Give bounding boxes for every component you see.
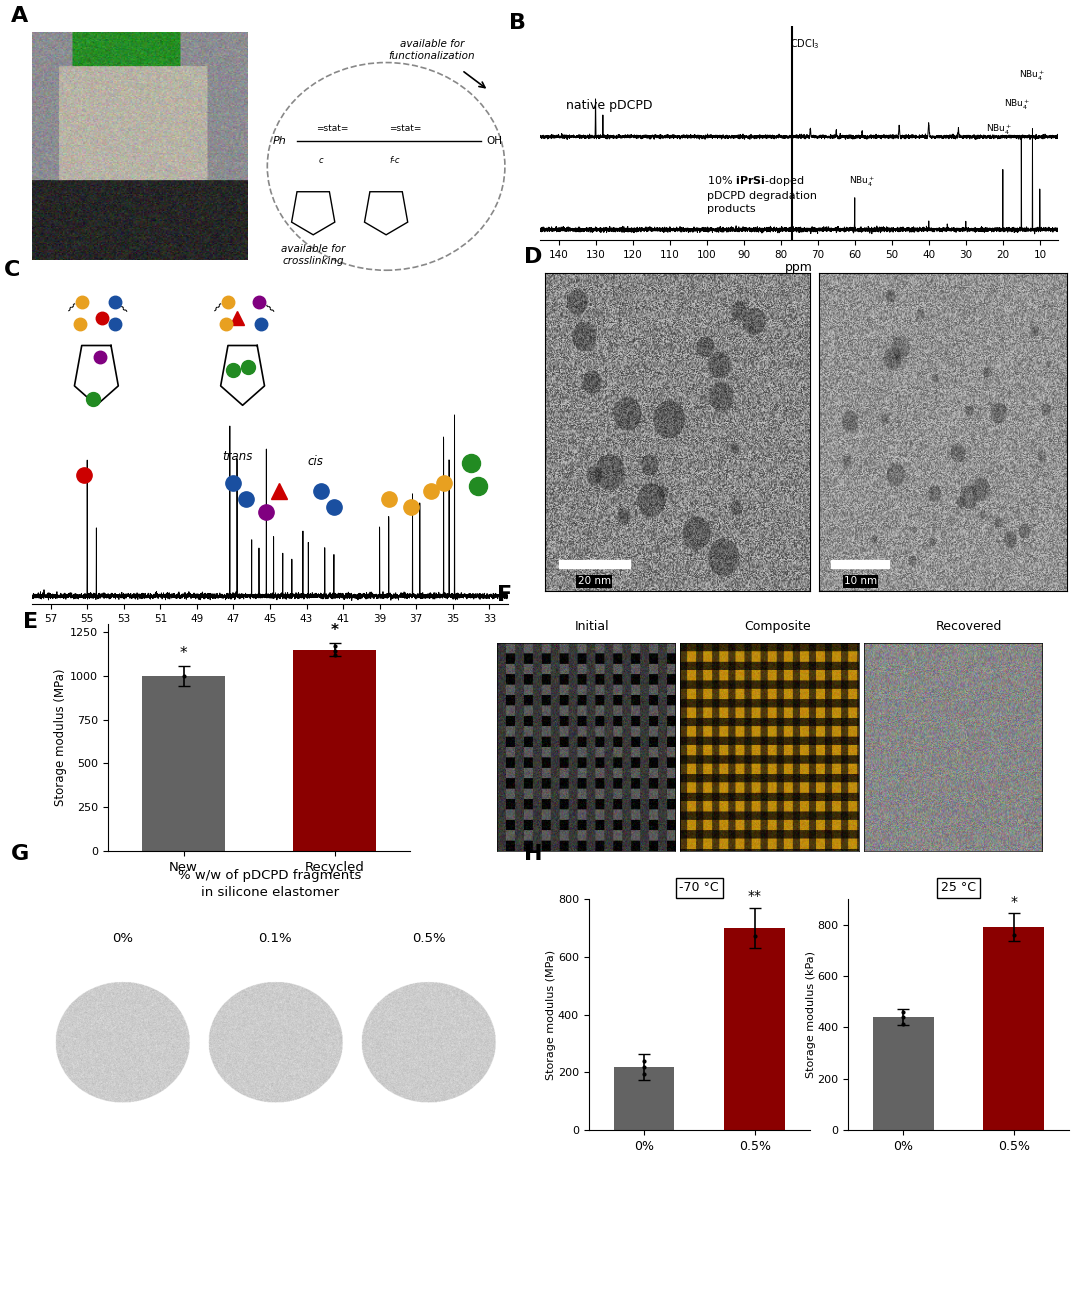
Text: 20 nm: 20 nm bbox=[578, 577, 611, 586]
Text: A: A bbox=[11, 6, 28, 26]
X-axis label: ppm: ppm bbox=[785, 261, 813, 274]
Text: 10 nm: 10 nm bbox=[843, 577, 877, 586]
Text: Composite: Composite bbox=[744, 620, 811, 634]
Text: NBu$_4^+$: NBu$_4^+$ bbox=[1004, 97, 1031, 112]
Text: 10% $\mathbf{iPrSi}$-doped
pDCPD degradation
products: 10% $\mathbf{iPrSi}$-doped pDCPD degrada… bbox=[706, 174, 816, 214]
Text: 0.5%: 0.5% bbox=[411, 931, 445, 946]
Text: Initial: Initial bbox=[575, 620, 609, 634]
Text: available for
crosslinking: available for crosslinking bbox=[281, 244, 346, 266]
Text: H: H bbox=[524, 844, 542, 864]
Text: cis: cis bbox=[308, 456, 324, 469]
Text: D: D bbox=[524, 247, 542, 266]
Text: native pDCPD: native pDCPD bbox=[566, 100, 652, 113]
Text: B: B bbox=[509, 13, 526, 32]
Bar bbox=[984, 927, 1044, 1130]
Text: 7 mm: 7 mm bbox=[257, 1116, 294, 1129]
Y-axis label: Storage modulus (kPa): Storage modulus (kPa) bbox=[806, 951, 815, 1078]
Text: **: ** bbox=[747, 890, 761, 903]
Text: C: C bbox=[4, 260, 21, 279]
Text: NBu$_4^+$: NBu$_4^+$ bbox=[1020, 69, 1045, 83]
Text: 25 °C: 25 °C bbox=[941, 881, 976, 894]
Bar bbox=[559, 560, 630, 568]
Text: available for
functionalization: available for functionalization bbox=[389, 39, 475, 61]
Text: 0%: 0% bbox=[111, 931, 133, 946]
Text: NBu$_4^+$: NBu$_4^+$ bbox=[849, 174, 876, 188]
Text: CDCl$_3$: CDCl$_3$ bbox=[789, 38, 820, 51]
Text: ⌇: ⌇ bbox=[208, 301, 221, 316]
Y-axis label: Storage modulus (MPa): Storage modulus (MPa) bbox=[54, 669, 67, 805]
Text: Recovered: Recovered bbox=[935, 620, 1002, 634]
Text: ⌇: ⌇ bbox=[264, 301, 276, 316]
Text: OH: OH bbox=[486, 136, 502, 145]
Text: *: * bbox=[330, 622, 339, 638]
Bar bbox=[873, 1017, 933, 1130]
Text: trans: trans bbox=[221, 451, 253, 464]
Bar bbox=[725, 927, 785, 1130]
Text: =stat=: =stat= bbox=[389, 125, 421, 134]
Text: =stat=: =stat= bbox=[316, 125, 348, 134]
Text: F: F bbox=[497, 585, 512, 604]
X-axis label: ppm: ppm bbox=[256, 626, 284, 639]
Bar bbox=[141, 675, 225, 851]
Text: Ph: Ph bbox=[272, 136, 286, 145]
Text: NBu$_4^+$: NBu$_4^+$ bbox=[986, 122, 1012, 136]
Text: f-c: f-c bbox=[389, 156, 400, 165]
Text: G: G bbox=[11, 844, 29, 864]
Text: 0.1%: 0.1% bbox=[258, 931, 293, 946]
Text: ⌇: ⌇ bbox=[63, 301, 76, 316]
Text: E: E bbox=[24, 612, 39, 633]
Bar bbox=[293, 650, 376, 851]
Text: c: c bbox=[319, 156, 324, 165]
Bar bbox=[613, 1066, 674, 1130]
Text: *: * bbox=[179, 646, 188, 661]
Text: *: * bbox=[1011, 895, 1017, 909]
Y-axis label: Storage modulus (MPa): Storage modulus (MPa) bbox=[546, 950, 556, 1079]
Text: -70 °C: -70 °C bbox=[679, 881, 719, 894]
Text: ⌇: ⌇ bbox=[117, 301, 131, 316]
Text: % w/w of pDCPD fragments
in silicone elastomer: % w/w of pDCPD fragments in silicone ela… bbox=[178, 869, 362, 899]
Bar bbox=[832, 560, 890, 568]
